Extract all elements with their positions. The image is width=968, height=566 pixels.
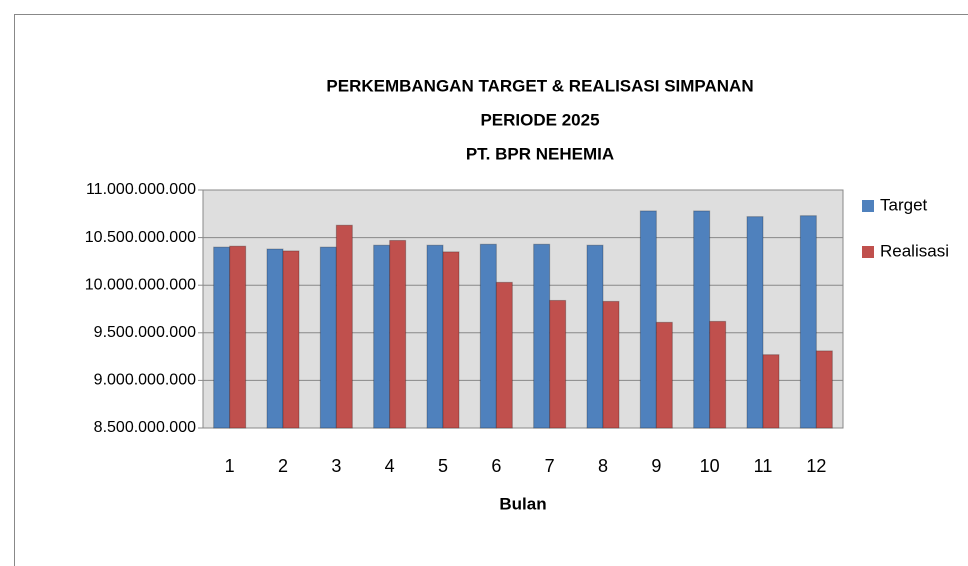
bar [426, 244, 444, 429]
x-tick-label: 8 [598, 456, 608, 476]
x-tick-label: 1 [225, 456, 235, 476]
bar [442, 251, 460, 429]
y-tick-label: 10.000.000.000 [85, 276, 196, 293]
bar [655, 321, 673, 429]
y-tick-label: 9.000.000.000 [94, 372, 196, 389]
legend-label: Target [880, 195, 928, 214]
x-tick-label: 2 [278, 456, 288, 476]
x-tick-label: 10 [700, 456, 720, 476]
bar [549, 299, 567, 429]
bar [213, 246, 231, 429]
bar [495, 281, 513, 429]
bar [479, 243, 497, 429]
bar [799, 215, 817, 429]
y-tick-label: 9.500.000.000 [94, 324, 196, 341]
bar [709, 320, 727, 429]
x-tick-label: 9 [651, 456, 661, 476]
x-tick-label: 6 [491, 456, 501, 476]
bar [602, 300, 620, 429]
legend-swatch [862, 246, 874, 258]
legend-label: Realisasi [880, 241, 949, 260]
chart-title: PERIODE 2025 [480, 110, 599, 129]
bar [746, 216, 764, 429]
x-tick-label: 5 [438, 456, 448, 476]
bar [639, 210, 657, 429]
bar [373, 244, 391, 429]
bar [282, 250, 300, 429]
legend-swatch [862, 200, 874, 212]
chart-title: PERKEMBANGAN TARGET & REALISASI SIMPANAN [326, 76, 753, 95]
y-tick-label: 8.500.000.000 [94, 419, 196, 436]
x-axis-title: Bulan [499, 494, 546, 513]
bar [389, 239, 407, 429]
plot-area [202, 189, 844, 429]
bar [762, 354, 780, 429]
bar [229, 245, 247, 429]
x-tick-label: 4 [385, 456, 395, 476]
x-tick-label: 7 [545, 456, 555, 476]
x-tick-label: 11 [754, 456, 773, 476]
bar [586, 244, 604, 429]
x-tick-label: 12 [806, 456, 826, 476]
bar [319, 246, 337, 429]
bar [266, 248, 284, 429]
y-tick-label: 11.000.000.000 [86, 181, 196, 198]
chart-title: PT. BPR NEHEMIA [466, 144, 614, 163]
y-tick-label: 10.500.000.000 [85, 229, 196, 246]
bar [533, 243, 551, 429]
bar [815, 350, 833, 429]
bar [693, 210, 711, 429]
x-tick-label: 3 [331, 456, 341, 476]
bar [335, 224, 353, 429]
